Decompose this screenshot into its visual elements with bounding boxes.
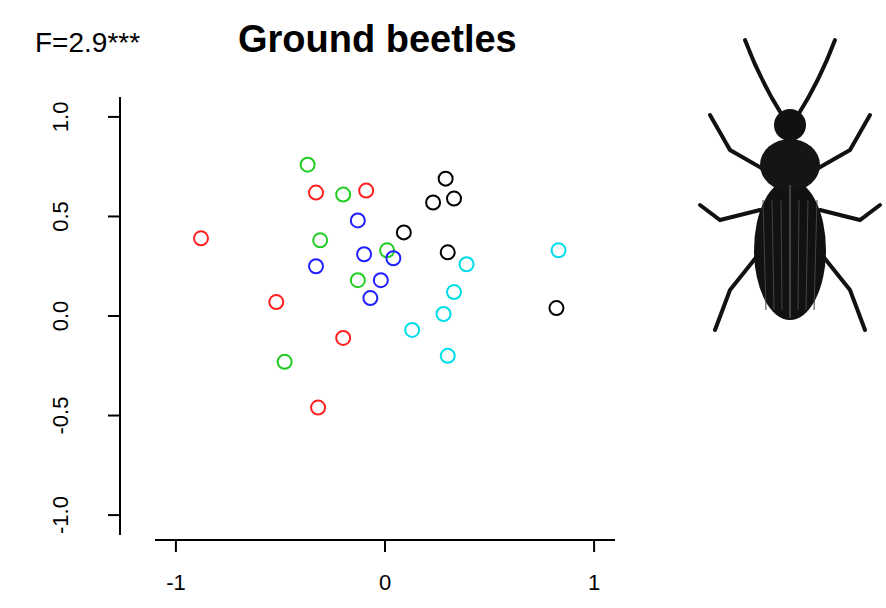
beetle-leg: [815, 115, 870, 170]
point: [439, 172, 453, 186]
point: [357, 247, 371, 261]
point: [441, 245, 455, 259]
point: [441, 349, 455, 363]
point: [336, 331, 350, 345]
point: [309, 259, 323, 273]
point: [301, 158, 315, 172]
x-tick-label: 0: [379, 570, 391, 595]
point: [311, 401, 325, 415]
point: [269, 295, 283, 309]
y-tick: [108, 215, 120, 217]
y-tick-label: 0.0: [48, 301, 73, 332]
y-tick-label: 1.0: [48, 102, 73, 133]
beetle-stripe: [781, 200, 782, 310]
point: [549, 301, 563, 315]
beetle-leg: [820, 205, 880, 220]
point: [363, 291, 377, 305]
point: [426, 196, 440, 210]
beetle-illustration: [700, 40, 880, 330]
beetle-leg: [745, 40, 782, 115]
point: [460, 257, 474, 271]
beetle-head: [774, 109, 806, 141]
beetle-leg: [710, 115, 765, 170]
beetle-stripe: [814, 200, 817, 310]
point: [374, 273, 388, 287]
x-tick-label: -1: [166, 570, 186, 595]
x-tick: [384, 540, 386, 552]
point: [313, 233, 327, 247]
x-tick: [593, 540, 595, 552]
y-tick-label: -1.0: [48, 496, 73, 534]
y-tick-label: 0.5: [48, 201, 73, 232]
beetle-thorax: [760, 139, 820, 191]
chart: F=2.9*** Ground beetles -1 0 1 -1.0 -0.5 0.0 0.5…: [0, 0, 886, 608]
beetle-seam: [789, 185, 791, 318]
point: [359, 184, 373, 198]
point: [351, 273, 365, 287]
point: [278, 355, 292, 369]
y-tick: [108, 514, 120, 516]
point: [194, 231, 208, 245]
title: Ground beetles: [238, 18, 517, 60]
point: [309, 186, 323, 200]
point: [351, 213, 365, 227]
y-tick: [108, 415, 120, 417]
y-tick: [108, 315, 120, 317]
beetle-stripe: [763, 200, 766, 310]
beetle-stripe: [806, 200, 808, 310]
point: [397, 225, 411, 239]
beetle-leg: [700, 205, 760, 220]
y-tick-label: -0.5: [48, 397, 73, 435]
point: [386, 251, 400, 265]
beetle-stripe: [772, 200, 774, 310]
beetle-leg: [798, 40, 835, 115]
point: [336, 188, 350, 202]
y-tick: [108, 116, 120, 118]
point: [447, 285, 461, 299]
points: [194, 158, 566, 415]
x-tick: [175, 540, 177, 552]
point: [552, 243, 566, 257]
point: [447, 192, 461, 206]
annotation: F=2.9***: [35, 27, 140, 58]
point: [405, 323, 419, 337]
beetle-body: [754, 180, 826, 320]
point: [437, 307, 451, 321]
beetle-stripe: [798, 200, 799, 310]
x-tick-label: 1: [588, 570, 600, 595]
